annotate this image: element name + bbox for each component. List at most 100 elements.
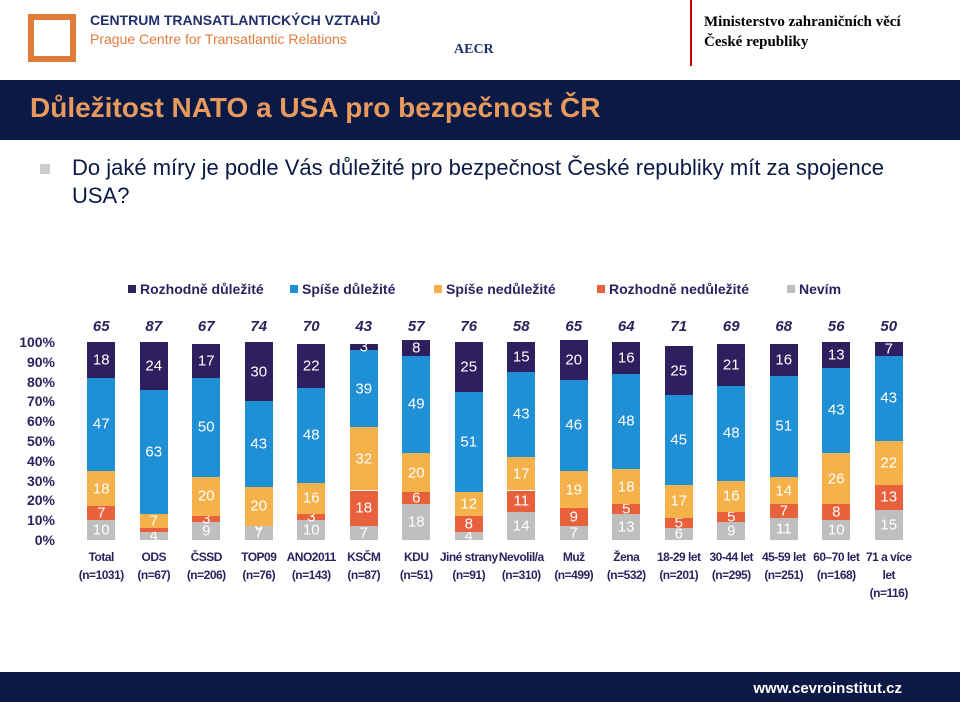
bar-segment <box>822 367 851 453</box>
legend-swatch <box>128 285 136 293</box>
category-name: 45-59 let <box>761 550 806 564</box>
x-tick-label: ODS (n=67) <box>125 548 183 584</box>
value-label: 5 <box>674 514 683 532</box>
sample-size: (n=91) <box>452 568 486 582</box>
x-tick-label: ANO2011 (n=143) <box>282 548 340 584</box>
value-label: 49 <box>407 395 425 413</box>
top-label: 65 <box>565 318 583 335</box>
value-label: 9 <box>569 508 578 526</box>
bar-segment <box>402 492 431 505</box>
bar-segment <box>874 355 903 441</box>
top-label: 70 <box>302 318 320 335</box>
bar-segment <box>192 343 221 378</box>
bar-segment <box>87 470 116 507</box>
y-tick-label: 60% <box>26 413 55 430</box>
bar-segment <box>244 401 273 487</box>
sample-size: (n=310) <box>501 568 541 582</box>
y-tick-label: 40% <box>26 452 55 469</box>
bar-segment <box>822 452 851 505</box>
bar-segment <box>664 484 693 519</box>
legend-swatch <box>787 285 795 293</box>
value-label: 43 <box>827 401 845 419</box>
value-label: 16 <box>775 351 793 369</box>
value-label: 18 <box>92 480 110 498</box>
bar-segment <box>769 343 798 376</box>
footer-band <box>0 672 960 702</box>
category-name: KDU <box>404 550 429 564</box>
category-name: TOP09 <box>241 550 277 564</box>
category-name: ODS <box>141 550 166 564</box>
bar-segment <box>507 371 536 457</box>
sample-size: (n=67) <box>137 568 171 582</box>
top-label: 87 <box>145 318 163 335</box>
y-tick-label: 30% <box>26 472 55 489</box>
category-name: Nevolil/a <box>498 550 544 564</box>
title-band <box>0 80 960 140</box>
bar-segment <box>612 468 641 505</box>
value-label: 24 <box>145 357 163 375</box>
x-tick-label: Muž (n=499) <box>545 548 603 584</box>
value-label: 7 <box>779 502 788 520</box>
category-name: 18-29 let <box>656 550 701 564</box>
bar-segment <box>664 345 693 396</box>
value-label: 15 <box>880 516 898 534</box>
bar-segment <box>822 504 851 521</box>
value-label: 48 <box>302 426 320 444</box>
value-label: 25 <box>670 362 688 380</box>
bar-segment <box>297 520 326 540</box>
sample-size: (n=499) <box>554 568 594 582</box>
value-label: 16 <box>302 489 320 507</box>
value-label: 19 <box>565 481 583 498</box>
bar-segment <box>822 342 851 368</box>
logo-text: České republiky <box>704 34 809 50</box>
value-label: 11 <box>775 520 792 538</box>
bar-segment <box>769 375 798 477</box>
bar-segment <box>822 520 851 540</box>
value-label: 30 <box>250 363 268 381</box>
category-name: ČSSD <box>190 550 223 564</box>
value-label: 18 <box>355 499 373 517</box>
value-label: 47 <box>92 415 110 433</box>
value-label: 15 <box>512 348 530 366</box>
bar-segment <box>559 340 588 380</box>
category-name: Jiné strany <box>439 550 498 564</box>
value-label: 17 <box>512 465 530 483</box>
value-label: 3 <box>202 510 211 528</box>
bar-segment <box>244 486 273 527</box>
value-label: 21 <box>722 356 740 374</box>
y-tick-label: 90% <box>26 353 55 370</box>
value-label: 7 <box>569 524 578 542</box>
value-label: 5 <box>622 500 631 518</box>
value-label: 16 <box>617 349 635 367</box>
value-label: 10 <box>827 521 845 539</box>
bar-segment <box>664 395 693 485</box>
top-label: 68 <box>775 318 793 335</box>
top-label: 43 <box>355 318 373 335</box>
bar-segment <box>349 490 378 527</box>
value-label: 6 <box>674 525 683 543</box>
y-tick-label: 20% <box>26 492 55 509</box>
bar-segment <box>717 480 746 513</box>
x-tick-label: 71 a více let (n=116) <box>860 548 918 602</box>
bar-segment <box>192 522 221 540</box>
value-label: 26 <box>827 470 845 488</box>
value-label: 9 <box>202 522 211 540</box>
logo-mark <box>28 14 76 62</box>
value-label: 45 <box>670 431 688 449</box>
sample-size: (n=76) <box>242 568 276 582</box>
legend-label: Rozhodně nedůležité <box>609 281 749 297</box>
bar-segment <box>402 355 431 453</box>
bar-segment <box>454 342 483 392</box>
bar-segment <box>559 470 588 509</box>
category-name: ANO2011 <box>286 550 337 564</box>
sample-size: (n=168) <box>816 568 856 582</box>
value-label: 9 <box>727 522 736 540</box>
value-label: 20 <box>197 487 215 505</box>
sample-size: (n=251) <box>764 568 804 582</box>
top-label: 57 <box>407 318 425 335</box>
x-tick-label: TOP09 (n=76) <box>230 548 288 584</box>
bar-segment <box>139 514 168 529</box>
value-label: 5 <box>727 508 736 526</box>
